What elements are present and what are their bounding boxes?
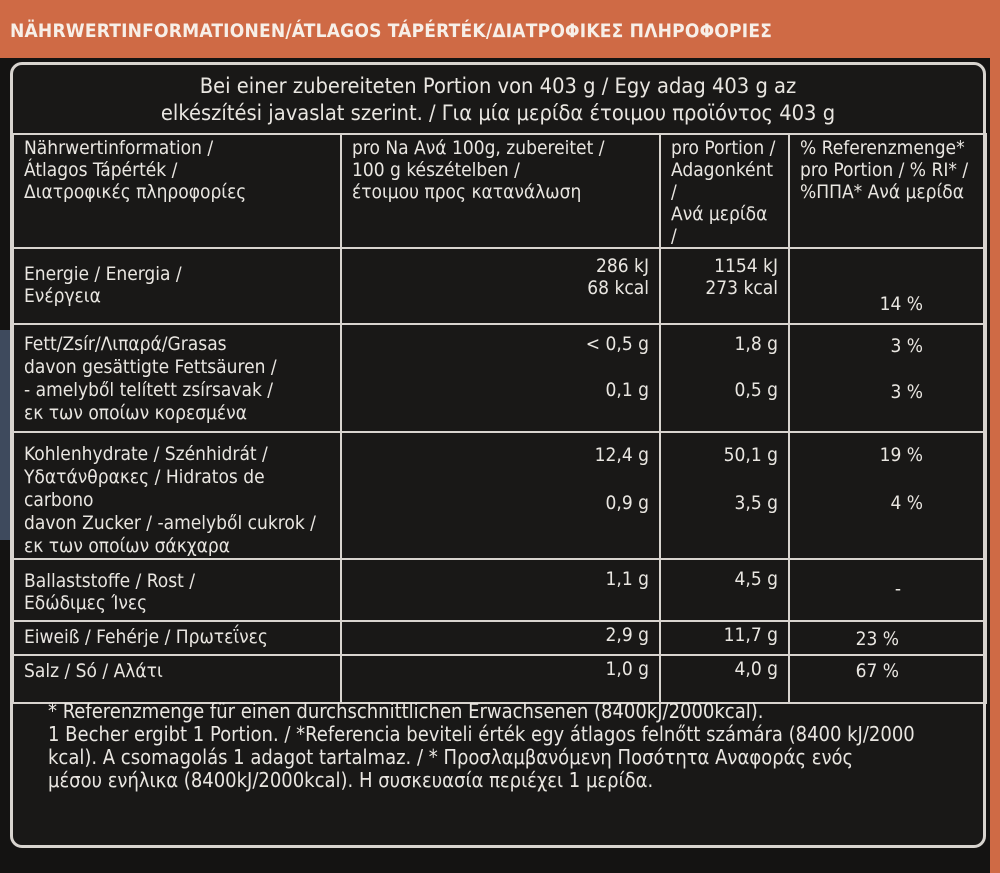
header-text: %ΠΠΑ* Ανά μερίδα [800,181,965,203]
salt-ri: 67 % [788,654,987,704]
value: 0,9 g [605,492,649,514]
salt-label: Salz / Só / Αλάτι [12,654,342,704]
fat-per-100g: < 0,5 g 0,1 g [340,323,661,433]
row-label: davon gesättigte Fettsäuren / [24,356,277,378]
header-reference-intake: % Referenzmenge* pro Portion / % RI* / %… [788,133,987,249]
row-label: εκ των οποίων σάκχαρα [24,535,231,557]
row-label: Ballaststoffe / Rost / [24,570,196,592]
value: 50,1 g [723,444,778,466]
row-label: εκ των οποίων κορεσμένα [24,402,247,424]
header-text: έτοιμου προς κατανάλωση [352,181,582,203]
table-header-row: Nährwertinformation / Átlagos Tápérték /… [12,133,987,249]
table-row-protein: Eiweiß / Fehérje / Πρωτεΐνες 2,9 g 11,7 … [12,620,987,656]
footnote-line-2: 1 Becher ergibt 1 Portion. / *Referencia… [48,722,915,746]
intro-line-2: elkészítési javaslat szerint. / Για μία … [160,101,836,125]
header-text: Διατροφικές πληροφορίες [24,181,247,203]
row-label: - amelyből telített zsírsavak / [24,379,274,401]
protein-per-100g: 2,9 g [340,620,661,656]
value: 0,5 g [734,379,778,401]
table-row-fibre: Ballaststoffe / Rost / Εδώδιμες Ίνες 1,1… [12,558,987,622]
value: < 0,5 g [585,333,649,355]
banner-title: NÄHRWERTINFORMATIONEN/ÁTLAGOS TÁPÉRTÉK/Δ… [10,20,773,42]
value: 68 kcal [587,277,649,299]
intro-line-1: Bei einer zubereiteten Portion von 403 g… [199,74,797,98]
carb-label: Kohlenhydrate / Szénhidrát / Υδατάνθρακε… [12,431,342,560]
salt-per-portion: 4,0 g [659,654,790,704]
header-text: Átlagos Tápérték / [24,159,178,181]
footnote-line-4: μέσου ενήλικα (8400kJ/2000kcal). Η συσκε… [48,768,654,792]
energy-per-portion: 1154 kJ 273 kcal [659,247,790,325]
table-row-salt: Salz / Só / Αλάτι 1,0 g 4,0 g 67 % [12,654,987,704]
value: 0,1 g [605,379,649,401]
value: 286 kJ [596,255,649,277]
protein-label: Eiweiß / Fehérje / Πρωτεΐνες [12,620,342,656]
row-label: Fett/Zsír/Λιπαρά/Grasas [24,333,227,355]
value: 4 % [890,492,923,514]
value: 273 kcal [705,277,778,299]
header-text: pro Portion / [671,137,776,159]
header-text: pro Portion / % RI* / [800,159,969,181]
header-text: % Referenzmenge* [800,137,965,159]
header-text: pro Na Ανά 100g, zubereitet / [352,137,605,159]
energy-ri: 14 % [788,247,987,325]
fibre-label: Ballaststoffe / Rost / Εδώδιμες Ίνες [12,558,342,622]
value: 3 % [890,335,923,357]
header-banner: NÄHRWERTINFORMATIONEN/ÁTLAGOS TÁPÉRTÉK/Δ… [0,0,1000,58]
value: 1154 kJ [714,255,778,277]
reference-footnote: * Referenzmenge für einen durchschnittli… [48,700,958,792]
header-text: Ανά μερίδα / [671,203,768,247]
fat-per-portion: 1,8 g 0,5 g [659,323,790,433]
protein-ri: 23 % [788,620,987,656]
energy-per-100g: 286 kJ 68 kcal [340,247,661,325]
protein-per-portion: 11,7 g [659,620,790,656]
table-row-energy: Energie / Energia / Ενέργεια 286 kJ 68 k… [12,247,987,325]
value: 3 % [890,381,923,403]
carb-per-100g: 12,4 g 0,9 g [340,431,661,560]
header-text: Adagonként / [671,159,774,203]
fat-label: Fett/Zsír/Λιπαρά/Grasas davon gesättigte… [12,323,342,433]
header-per-100g: pro Na Ανά 100g, zubereitet / 100 g kész… [340,133,661,249]
header-text: 100 g készételben / [352,159,520,181]
carb-ri: 19 % 4 % [788,431,987,560]
fibre-ri: - [788,558,987,622]
value: 12,4 g [594,444,649,466]
row-label: davon Zucker / -amelyből cukrok / [24,512,316,534]
portion-intro: Bei einer zubereiteten Portion von 403 g… [13,73,983,127]
row-label: Υδατάνθρακες / Hidratos de carbono [24,466,265,511]
fat-ri: 3 % 3 % [788,323,987,433]
table-row-fat: Fett/Zsír/Λιπαρά/Grasas davon gesättigte… [12,323,987,433]
row-label: Ενέργεια [24,285,101,307]
energy-label: Energie / Energia / Ενέργεια [12,247,342,325]
header-per-portion: pro Portion / Adagonként / Ανά μερίδα / [659,133,790,249]
fibre-per-portion: 4,5 g [659,558,790,622]
row-label: Energie / Energia / [24,263,182,285]
footnote-line-1: * Referenzmenge für einen durchschnittli… [48,699,764,723]
row-label: Kohlenhydrate / Szénhidrát / [24,443,268,465]
salt-per-100g: 1,0 g [340,654,661,704]
row-label: Εδώδιμες Ίνες [24,592,148,614]
carb-per-portion: 50,1 g 3,5 g [659,431,790,560]
orange-edge [990,58,1000,873]
footnote-line-3: kcal). A csomagolás 1 adagot tartalmaz. … [48,745,854,769]
header-text: Nährwertinformation / [24,137,214,159]
value: 19 % [879,444,923,466]
fibre-per-100g: 1,1 g [340,558,661,622]
value: 3,5 g [734,492,778,514]
blue-edge [0,330,10,540]
nutrition-table: Nährwertinformation / Átlagos Tápérték /… [12,133,987,704]
value: 1,8 g [734,333,778,355]
table-row-carbohydrate: Kohlenhydrate / Szénhidrát / Υδατάνθρακε… [12,431,987,560]
header-nutrient: Nährwertinformation / Átlagos Tápérték /… [12,133,342,249]
